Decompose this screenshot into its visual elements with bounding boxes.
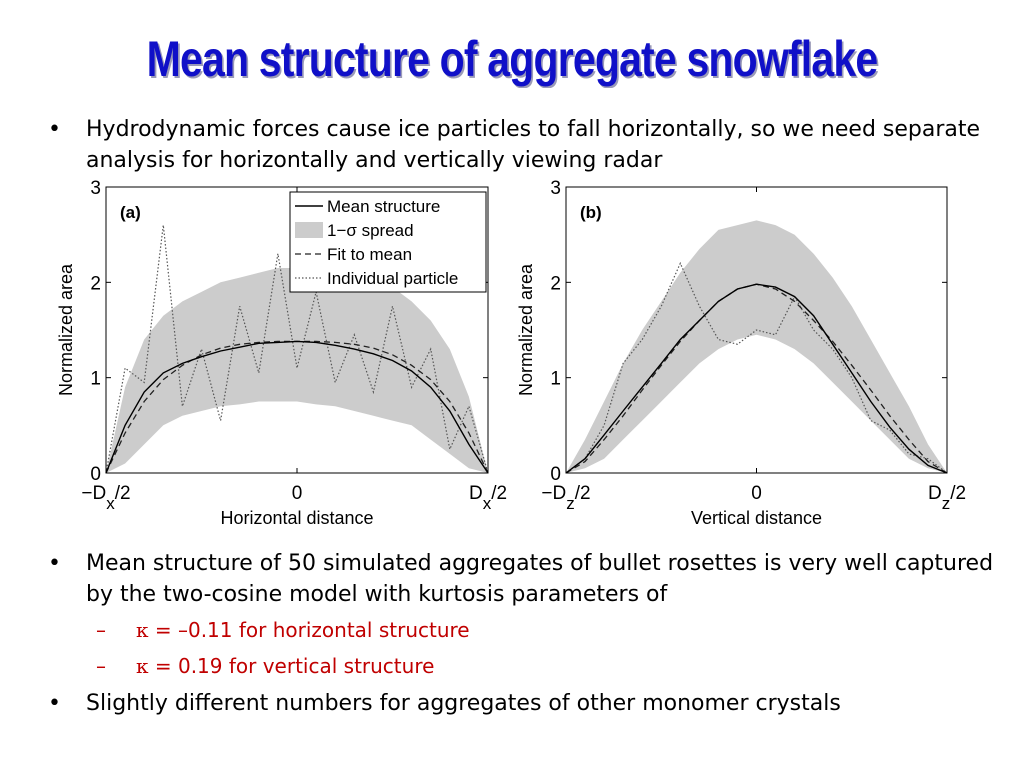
- bullet-text: Hydrodynamic forces cause ice particles …: [86, 117, 981, 173]
- y-tick-label: 0: [90, 464, 101, 485]
- sub-dash: –: [96, 618, 106, 642]
- sub-dash: –: [96, 654, 106, 678]
- x-tick-label: Dz/2: [928, 483, 966, 513]
- legend-swatch-spread: [295, 222, 323, 238]
- sub-text: = 0.19 for vertical structure: [148, 654, 435, 678]
- bullet-dot: •: [48, 551, 61, 576]
- x-tick-label: 0: [292, 483, 303, 504]
- kappa-symbol: κ: [136, 654, 149, 678]
- slide-title: Mean structure of aggregate snowflake: [146, 31, 878, 87]
- legend-label: Fit to mean: [327, 245, 412, 264]
- y-tick-label: 1: [90, 369, 101, 390]
- bullet-text: Mean structure of 50 simulated aggregate…: [86, 551, 994, 607]
- spread-band: [106, 268, 488, 473]
- panel-label: (b): [580, 203, 602, 222]
- sub-bullet-horizontal: – κ = –0.11 for horizontal structure: [96, 618, 470, 642]
- x-tick-label: −Dx/2: [81, 483, 130, 513]
- y-tick-label: 2: [550, 273, 561, 294]
- x-tick-label: Dx/2: [469, 483, 507, 513]
- x-tick-label: 0: [751, 483, 762, 504]
- legend: Mean structure 1−σ spread Fit to mean Indiv…: [289, 191, 487, 293]
- individual-particle-line: [565, 261, 948, 474]
- bullet-text: Slightly different numbers for aggregate…: [86, 691, 841, 716]
- individual-particle-line: [105, 225, 489, 474]
- x-axis-label: Horizontal distance: [220, 508, 373, 528]
- y-tick-label: 3: [550, 178, 561, 199]
- y-tick-label: 1: [550, 369, 561, 390]
- y-tick-label: 2: [90, 273, 101, 294]
- legend-frame: [289, 191, 487, 293]
- spread-band: [566, 220, 947, 473]
- y-tick-label: 0: [550, 464, 561, 485]
- bullet-dot: •: [48, 117, 61, 142]
- legend-label: Individual particle: [327, 269, 458, 288]
- y-axis-label: Normalized area: [516, 263, 536, 396]
- mean-structure-line: [565, 283, 948, 474]
- bullet-dot: •: [48, 691, 61, 716]
- kappa-symbol: κ: [136, 618, 149, 642]
- x-axis-label: Vertical distance: [691, 508, 822, 528]
- legend-label: 1−σ spread: [327, 221, 414, 240]
- x-tick-label: −Dz/2: [541, 483, 590, 513]
- y-tick-label: 3: [90, 178, 101, 199]
- sub-text: = –0.11 for horizontal structure: [148, 618, 470, 642]
- legend-label: Mean structure: [327, 197, 440, 216]
- mean-structure-line: [105, 340, 489, 474]
- y-axis-label: Normalized area: [56, 263, 76, 396]
- panel-label: (a): [120, 203, 141, 222]
- sub-bullet-vertical: – κ = 0.19 for vertical structure: [96, 654, 434, 678]
